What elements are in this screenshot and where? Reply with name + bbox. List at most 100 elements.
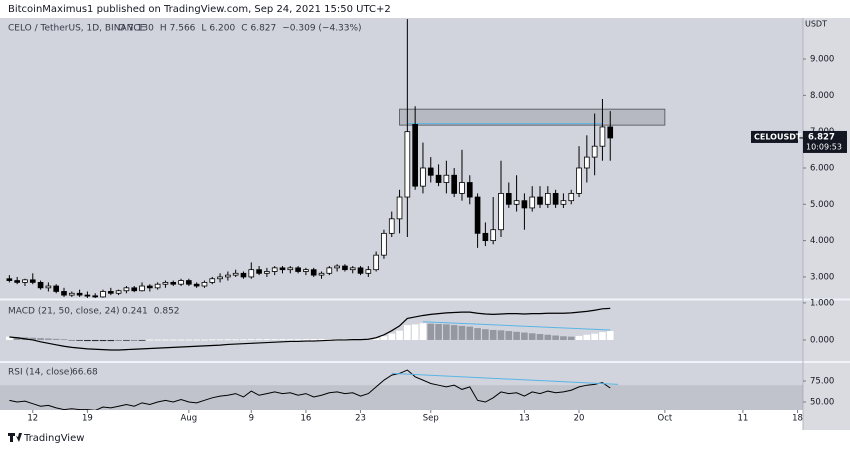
macd-histogram-bar <box>29 337 37 340</box>
macd-histogram-bar <box>396 330 403 340</box>
rsi-value: 66.68 <box>72 368 98 378</box>
candle-body <box>178 280 184 285</box>
symbol-legend: CELO / TetherUS, 1D, BINANCE <box>8 24 146 34</box>
macd-histogram-bar <box>99 339 107 342</box>
x-tick-label: 12 <box>27 414 38 424</box>
legend-key: O <box>118 24 125 34</box>
candle-body <box>100 291 106 298</box>
candle-body <box>139 285 145 292</box>
legend-value: 7.566 <box>170 24 196 34</box>
macd-histogram-bar <box>263 339 271 341</box>
macd-histogram-bar <box>177 339 185 341</box>
macd-histogram-bar <box>528 333 536 340</box>
macd-histogram-bar <box>599 332 606 340</box>
candle-body <box>466 182 473 198</box>
macd-histogram-bar <box>302 339 310 340</box>
macd-histogram-bar <box>552 335 559 340</box>
rsi-pane <box>0 369 803 410</box>
candle-body <box>303 269 309 272</box>
chart-background <box>0 18 850 410</box>
macd-histogram-bar <box>427 323 435 340</box>
macd-histogram-bar <box>68 339 76 341</box>
macd-histogram-bar <box>450 325 458 340</box>
price-tag <box>803 130 847 153</box>
macd-line <box>9 307 611 351</box>
candle-body <box>154 283 161 289</box>
candle-body <box>498 193 504 231</box>
macd-histogram-bar <box>443 324 450 340</box>
macd-histogram-bar <box>380 336 388 340</box>
legend-key: H <box>160 24 167 34</box>
y-tick-label: 50.00 <box>810 398 834 408</box>
candle-body <box>576 167 582 194</box>
candle-body <box>201 281 208 287</box>
candle-body <box>131 287 138 292</box>
price-tag-value: 6.827 <box>808 132 835 142</box>
macd-histogram-bar <box>544 334 552 340</box>
macd-histogram-bar <box>193 339 200 341</box>
macd-histogram-bar <box>279 339 286 341</box>
candle-body <box>342 265 348 271</box>
candle-body <box>76 292 83 296</box>
macd-histogram-bar <box>216 339 224 341</box>
candle-body <box>162 281 169 285</box>
candle-body <box>443 174 450 183</box>
x-tick-label: 16 <box>300 414 311 424</box>
candle-body <box>560 200 567 205</box>
macd-histogram-bar <box>52 338 60 340</box>
candle-body <box>295 267 301 272</box>
rsi-band <box>0 385 803 410</box>
macd-histogram-bar <box>318 339 325 340</box>
tradingview-logo: TradingView <box>8 433 84 444</box>
macd-histogram-bar <box>388 333 396 340</box>
macd-histogram-bar <box>115 339 122 341</box>
macd-histogram-bar <box>404 325 411 340</box>
y-tick-label: 75.00 <box>810 376 834 386</box>
macd-histogram-bar <box>6 336 13 340</box>
candle-body <box>271 267 278 272</box>
candle-body <box>147 285 153 289</box>
macd-histogram-bar <box>466 326 474 340</box>
macd-value: 0.852 <box>154 307 180 317</box>
candle-body <box>232 272 239 276</box>
macd-histogram-bar <box>325 339 333 340</box>
price-axis-currency: USDT <box>805 20 827 29</box>
candle-body <box>248 269 255 278</box>
macd-histogram-bar <box>240 339 247 341</box>
candle-body <box>92 295 99 298</box>
candle-body <box>490 229 497 242</box>
candle-body <box>396 196 403 220</box>
macd-histogram-bar <box>130 339 138 341</box>
macd-histogram-bar <box>201 339 208 341</box>
candle-body <box>591 145 598 158</box>
macd-histogram-bar <box>154 339 161 341</box>
macd-histogram-bar <box>372 338 380 340</box>
y-tick-label: 4.000 <box>810 236 834 246</box>
x-tick-label: 11 <box>737 414 748 424</box>
macd-title: MACD (21, 50, close, 24) <box>8 307 120 317</box>
price-tag-countdown: 10:09:53 <box>806 142 842 151</box>
macd-histogram-bar <box>606 331 614 340</box>
candle-body <box>427 167 434 176</box>
macd-histogram-bar <box>76 339 83 341</box>
x-tick-label: 9 <box>249 414 254 424</box>
candle-body <box>334 265 340 269</box>
candle-body <box>115 290 122 294</box>
candle-body <box>240 272 247 278</box>
candle-body <box>357 267 364 274</box>
legend-value: 7.130 <box>128 24 154 34</box>
macd-histogram-bar <box>247 339 255 341</box>
candle-body <box>225 274 231 278</box>
y-tick-label: 9.000 <box>810 55 834 65</box>
candle-body <box>256 269 262 274</box>
macd-histogram-bar <box>286 339 294 341</box>
candle-body <box>545 193 551 205</box>
candle-body <box>381 232 387 256</box>
legend-value: 6.827 <box>250 24 276 34</box>
candle-body <box>505 193 512 205</box>
candle-body <box>474 196 481 234</box>
macd-histogram-bar <box>224 339 232 341</box>
macd-histogram-bar <box>419 323 427 340</box>
candle-body <box>365 269 372 274</box>
